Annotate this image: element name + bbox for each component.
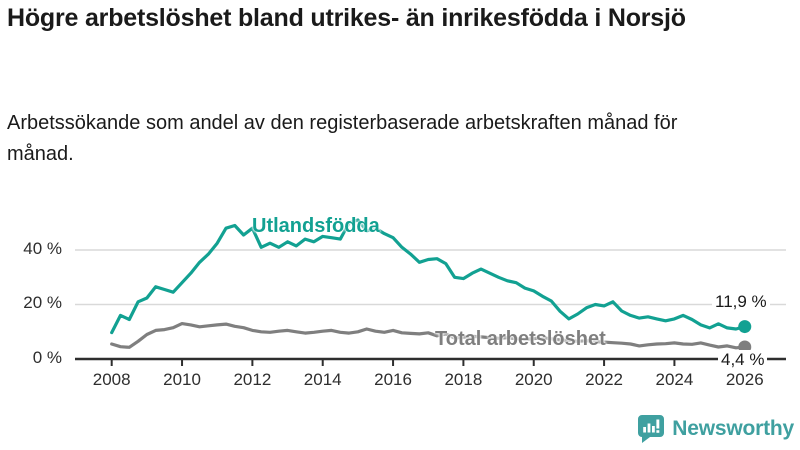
series-line-total — [110, 322, 747, 350]
y-axis-tick-20: 20 % — [23, 293, 62, 312]
series-line-utlandsfodda — [110, 218, 747, 335]
x-axis-tick-label-2026: 2026 — [725, 370, 764, 389]
series-label-utlandsfodda: Utlandsfödda — [252, 215, 380, 237]
x-axis-tick-label-2018: 2018 — [444, 370, 483, 389]
newsworthy-wordmark: Newsworthy — [672, 417, 794, 440]
x-axis-tick-label-2024: 2024 — [655, 370, 694, 389]
newsworthy-logo: Newsworthy — [637, 414, 794, 444]
line-chart: 40 % 20 % 0 % 2008 2010 2012 2014 2016 2018 20… — [0, 190, 800, 420]
y-axis-tick-40: 40 % — [23, 239, 62, 258]
y-axis-tick-0: 0 % — [32, 348, 62, 367]
page-title: Högre arbetslöshet bland utrikes- än inr… — [7, 4, 686, 32]
end-value-label-utlandsfodda: 11,9 % — [712, 292, 770, 312]
end-value-label-total: 4,4 % — [718, 350, 768, 370]
x-axis-tick-label-2014: 2014 — [303, 370, 342, 389]
chart-subtitle: Arbetssökande som andel av den registerb… — [7, 112, 678, 165]
x-axis-tick-label-2016: 2016 — [374, 370, 412, 389]
x-axis-tick-label-2020: 2020 — [514, 370, 553, 389]
x-axis-tick-label-2022: 2022 — [585, 370, 623, 389]
series-end-dot-utlandsfodda — [738, 320, 752, 334]
x-axis-tick-label-2008: 2008 — [92, 370, 131, 389]
chart-header: Högre arbetslöshet bland utrikes- än inr… — [7, 2, 793, 34]
x-axis-tick-label-2010: 2010 — [163, 370, 201, 389]
x-axis-tick-label-2012: 2012 — [233, 370, 272, 389]
newsworthy-icon — [638, 415, 665, 443]
series-label-total: Total arbetslöshet — [435, 328, 606, 350]
